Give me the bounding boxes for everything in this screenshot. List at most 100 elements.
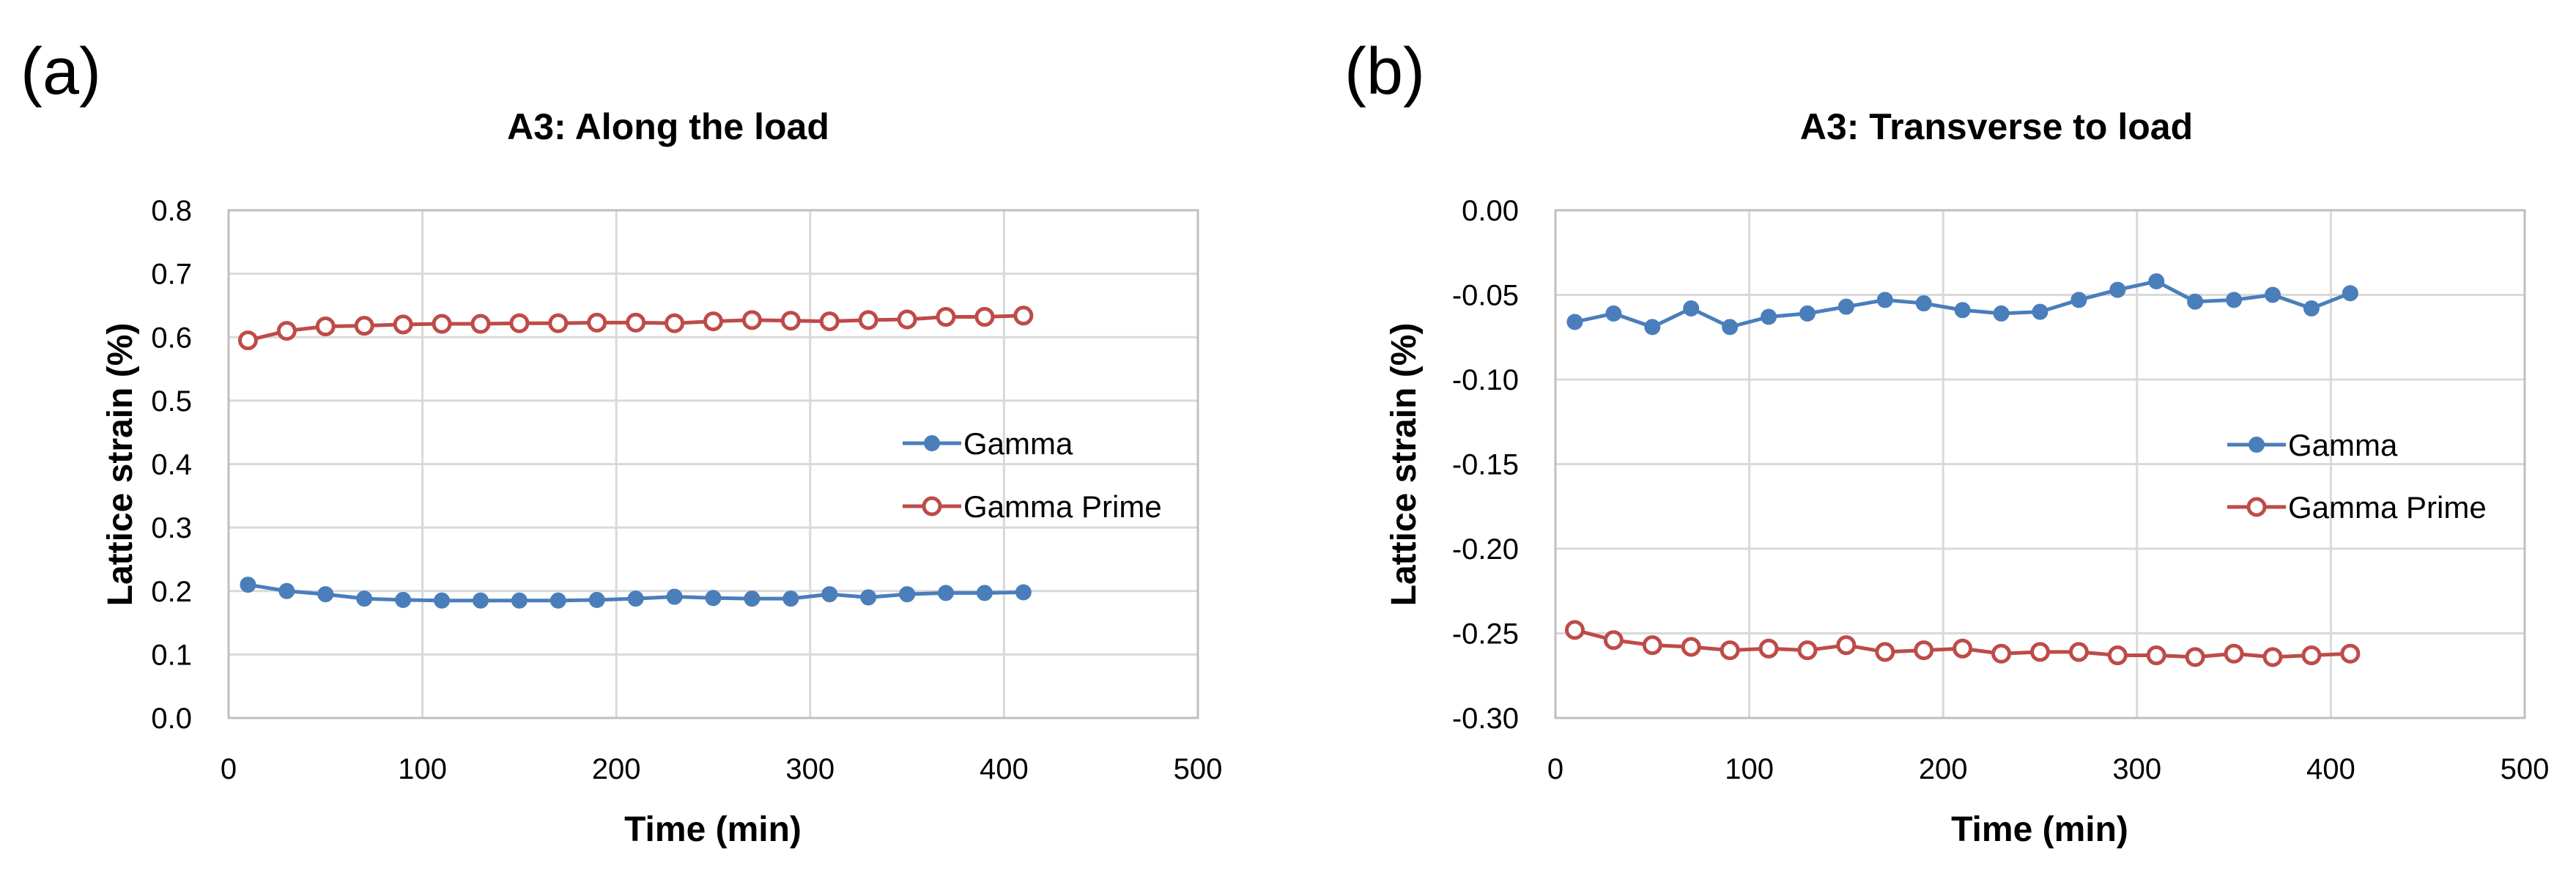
y-tick-label: -0.10 <box>1452 364 1519 396</box>
data-point <box>1836 635 1857 656</box>
data-point <box>2303 300 2320 316</box>
data-point <box>1915 295 1932 312</box>
data-point <box>2342 285 2358 302</box>
data-point <box>819 311 840 332</box>
data-point <box>237 330 258 351</box>
data-point <box>1797 640 1818 661</box>
data-point <box>2262 647 2283 667</box>
data-point <box>1993 305 2010 322</box>
y-tick-label: 0.3 <box>151 512 192 544</box>
data-point <box>936 307 956 327</box>
legend-entry-gamma: Gamma <box>2227 428 2398 462</box>
data-point <box>1722 319 1739 336</box>
y-tick-label: -0.05 <box>1452 280 1519 312</box>
y-axis-title: Lattice strain (%) <box>101 323 140 607</box>
data-point <box>666 588 683 605</box>
y-tick-label: -0.20 <box>1452 533 1519 566</box>
data-point <box>2070 292 2087 308</box>
legend-label: Gamma Prime <box>963 489 1162 524</box>
data-point <box>2265 286 2281 303</box>
data-point <box>1683 300 1700 316</box>
data-point <box>1914 640 1934 661</box>
data-point <box>1954 302 1971 319</box>
data-point <box>434 592 451 609</box>
legend-entry-gamma: Gamma <box>903 426 1073 461</box>
chart-title: A3: Transverse to load <box>1800 106 2193 147</box>
legend-entry-gamma-prime: Gamma Prime <box>903 489 1162 524</box>
data-point <box>974 307 995 327</box>
data-point <box>897 309 917 330</box>
y-tick-label: 0.6 <box>151 322 192 354</box>
data-point <box>782 590 799 607</box>
chart-title: A3: Along the load <box>507 106 829 147</box>
data-point <box>821 586 838 603</box>
panel-label: (b) <box>1344 35 1425 108</box>
series-gamma-prime <box>237 305 1034 351</box>
data-point <box>938 585 955 601</box>
data-point <box>1761 308 1777 325</box>
x-axis-title: Time (min) <box>624 810 802 849</box>
data-point <box>587 312 607 333</box>
legend-entry-gamma-prime: Gamma Prime <box>2227 490 2487 525</box>
data-point <box>1991 643 2012 664</box>
y-tick-label: 0.8 <box>151 195 192 227</box>
data-point <box>2032 303 2048 320</box>
x-tick-label: 300 <box>2112 753 2161 785</box>
data-point <box>705 590 722 607</box>
x-tick-label: 400 <box>980 753 1029 785</box>
data-point <box>470 314 491 334</box>
data-point <box>2146 645 2166 666</box>
x-tick-label: 100 <box>398 753 447 785</box>
data-point <box>1566 314 1583 330</box>
data-point <box>472 592 489 609</box>
legend-label: Gamma <box>2288 428 2398 462</box>
data-point <box>509 313 530 333</box>
legend-marker <box>2249 437 2265 453</box>
x-tick-label: 500 <box>1174 753 1223 785</box>
data-point <box>2107 645 2128 666</box>
data-point <box>665 313 685 333</box>
data-point <box>2226 292 2243 308</box>
x-axis-title: Time (min) <box>1951 810 2128 849</box>
chart-panel-b: (b) A3: Transverse to load 0.00 -0.05 -0.10 -… <box>1344 35 2549 849</box>
data-point <box>1876 292 1893 308</box>
legend-marker <box>922 496 942 516</box>
data-point <box>2185 647 2205 667</box>
x-tick-label: 500 <box>2501 753 2550 785</box>
data-point <box>1837 298 1854 315</box>
data-point <box>276 321 297 341</box>
plot-area-border <box>1554 209 2526 719</box>
y-tick-label: 0.00 <box>1462 195 1519 227</box>
plot-area-border <box>227 209 1199 719</box>
data-point <box>356 590 373 607</box>
y-tick-label: 0.1 <box>151 639 192 671</box>
data-point <box>317 586 334 603</box>
data-point <box>393 314 413 335</box>
data-point <box>2340 643 2361 664</box>
x-tick-label: 200 <box>1919 753 1968 785</box>
data-point <box>240 577 256 593</box>
data-point <box>549 592 566 609</box>
series-gamma-prime <box>1564 620 2361 667</box>
series-gamma <box>240 577 1032 609</box>
data-point <box>741 310 762 330</box>
data-point <box>395 591 412 608</box>
data-point <box>1758 638 1779 659</box>
x-tick-label: 400 <box>2306 753 2355 785</box>
y-tick-label: 0.7 <box>151 259 192 291</box>
x-tick-label: 300 <box>785 753 834 785</box>
data-point <box>899 586 916 603</box>
data-point <box>703 311 723 332</box>
legend-marker <box>924 435 940 451</box>
data-point <box>860 589 877 606</box>
data-point <box>1875 642 1895 662</box>
data-point <box>627 590 644 607</box>
y-axis-title: Lattice strain (%) <box>1385 323 1424 607</box>
legend-label: Gamma Prime <box>2288 490 2487 525</box>
data-point <box>278 582 295 599</box>
data-point <box>1681 637 1701 657</box>
data-point <box>1720 640 1740 661</box>
data-point <box>1644 319 1661 336</box>
data-point <box>1564 620 1585 640</box>
